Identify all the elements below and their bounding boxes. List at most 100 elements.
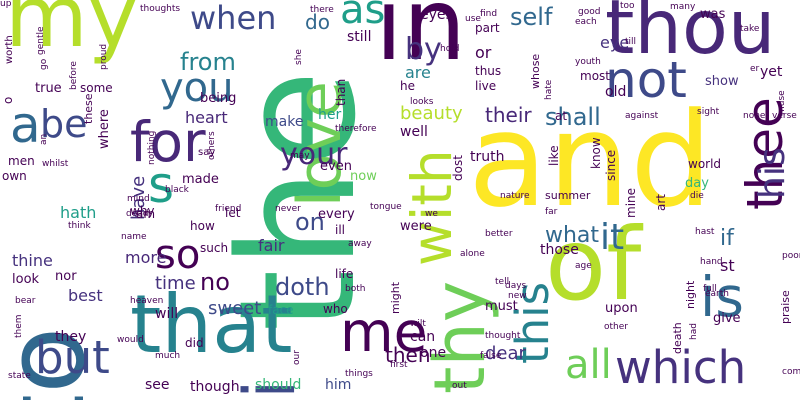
word-may: may — [290, 151, 310, 161]
word-being: being — [200, 91, 237, 106]
word-now: now — [350, 169, 377, 184]
word-them: them — [14, 314, 24, 338]
word-had: had — [689, 322, 699, 340]
word-were: were — [400, 219, 432, 234]
word-sweet: sweet — [208, 298, 262, 319]
word-world: world — [688, 157, 722, 171]
word-no: no — [200, 268, 230, 296]
word-death: death — [671, 322, 684, 355]
word-false: false — [480, 351, 502, 361]
word-mind: mind — [127, 194, 150, 204]
word-when: when — [190, 0, 277, 37]
word-am: am — [136, 207, 156, 221]
word-best: best — [68, 286, 103, 305]
word-much: much — [155, 351, 181, 361]
word-take: take — [740, 24, 760, 34]
word-might: might — [389, 282, 402, 315]
word-know: know — [589, 137, 603, 170]
word-her: her — [318, 107, 342, 123]
word-he: he — [400, 79, 415, 93]
word-dost: dost — [451, 155, 465, 182]
word-will: will — [155, 306, 179, 322]
word-sight: sight — [697, 107, 720, 117]
word-they: they — [55, 329, 87, 345]
word-youth: youth — [575, 57, 601, 67]
word-till: till — [625, 37, 637, 47]
word-new: new — [508, 291, 527, 301]
word-most: most — [580, 69, 610, 83]
word-truth: truth — [470, 149, 505, 165]
word-others: others — [207, 131, 217, 160]
word-men: men — [8, 154, 35, 168]
word-mine: mine — [624, 188, 638, 219]
word-there: there — [310, 5, 334, 15]
word-let: let — [225, 206, 241, 220]
word-o: o — [1, 97, 15, 105]
word-their: their — [485, 103, 532, 127]
word-good: good — [578, 7, 601, 17]
word-things: things — [345, 369, 373, 379]
word-never: never — [275, 204, 301, 214]
word-than: than — [334, 79, 348, 107]
word-life: life — [335, 267, 354, 281]
word-an: an — [39, 133, 49, 145]
word-nor: nor — [55, 269, 77, 284]
word-heaven: heaven — [130, 296, 164, 306]
word-summer: summer — [545, 189, 591, 202]
word-true: true — [35, 81, 62, 96]
word-she: she — [294, 48, 304, 65]
word-you: you — [160, 65, 234, 111]
word-say: say — [198, 147, 216, 158]
word-thou: thou — [605, 0, 776, 71]
word-be: be — [40, 102, 88, 146]
word-beauty: beauty — [400, 103, 463, 124]
word-are: are — [405, 63, 431, 82]
word-show: show — [705, 74, 739, 89]
word-thoughts: thoughts — [140, 4, 181, 14]
word-er: er — [750, 64, 760, 74]
word-worth: worth — [4, 35, 15, 64]
word-muse: muse — [777, 90, 787, 115]
word-go: go — [39, 58, 49, 70]
word-art: art — [654, 194, 668, 212]
word-eyes: eyes — [420, 7, 453, 23]
word-him: him — [325, 377, 352, 393]
word-part: part — [475, 21, 500, 35]
word-see: see — [145, 377, 170, 393]
word-since: since — [604, 150, 618, 182]
word-from: from — [180, 48, 236, 76]
word-far: far — [545, 207, 558, 217]
word-or: or — [475, 43, 492, 62]
word-that: that — [130, 278, 293, 371]
word-so: so — [155, 232, 201, 278]
word-your: your — [280, 137, 348, 172]
word-hast: hast — [695, 227, 715, 237]
word-come: come — [782, 367, 800, 377]
word-every: every — [318, 207, 355, 222]
word-dear: dear — [485, 343, 526, 364]
word-should: should — [255, 377, 302, 393]
word-shall: shall — [545, 103, 601, 131]
word-nature: nature — [500, 191, 530, 201]
word-his: his — [752, 147, 793, 200]
word-in: in — [375, 0, 467, 83]
word-each: each — [575, 17, 597, 27]
word-st: st — [720, 256, 735, 275]
word-self: self — [510, 3, 553, 31]
word-better: better — [485, 229, 513, 239]
word-time: time — [155, 273, 196, 294]
word-those: those — [540, 242, 579, 258]
word-some: some — [80, 81, 113, 95]
word-whose: whose — [529, 53, 542, 90]
word-thine: thine — [12, 251, 53, 270]
word-eye: eye — [600, 33, 630, 52]
word-poor: poor — [782, 251, 800, 261]
word-it: it — [600, 217, 625, 258]
word-our: our — [292, 349, 302, 365]
word-looks: looks — [410, 97, 434, 107]
word-state: state — [8, 371, 31, 381]
word-not: not — [605, 51, 687, 109]
word-night: night — [684, 280, 697, 310]
word-day: day — [685, 176, 709, 191]
word-old: old — [605, 84, 627, 100]
